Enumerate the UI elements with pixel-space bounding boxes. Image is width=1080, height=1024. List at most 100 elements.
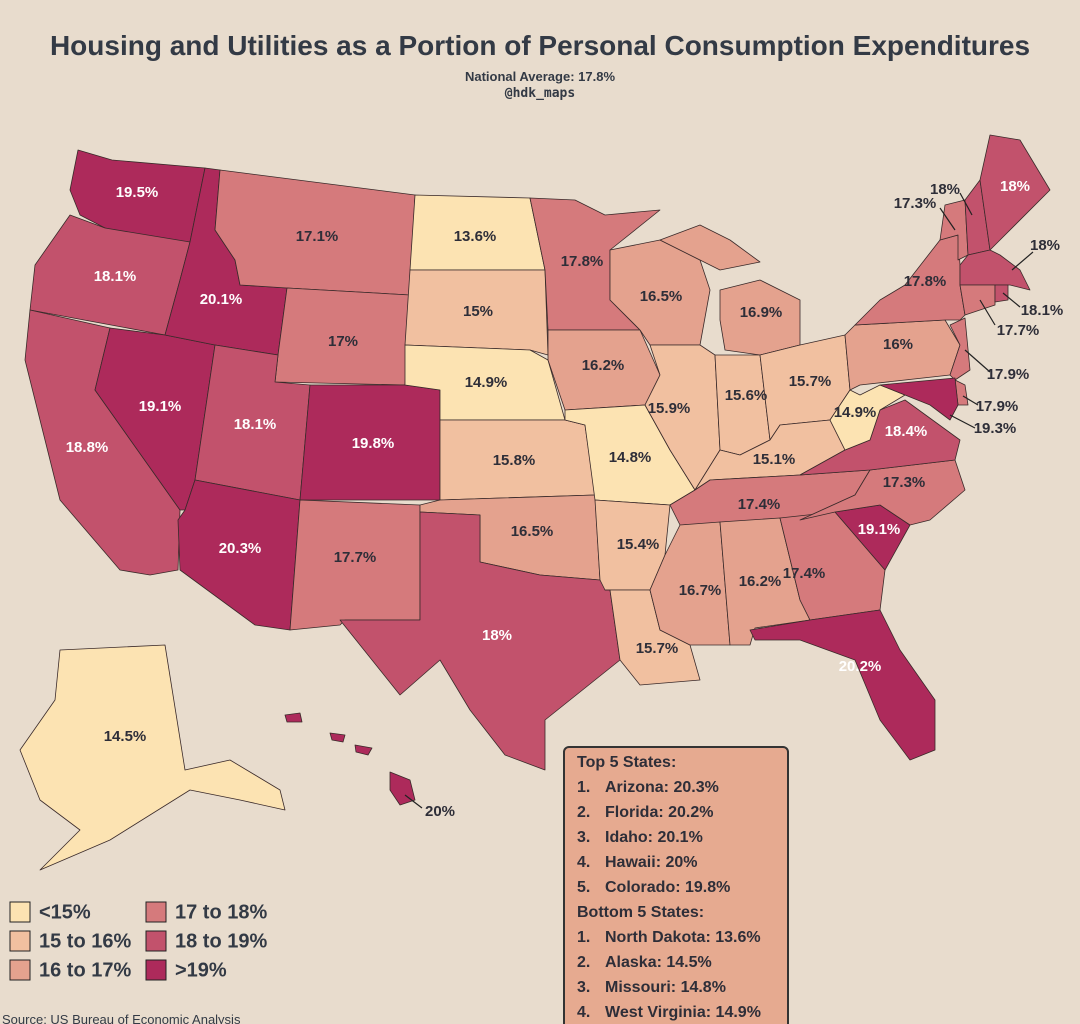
state-label: 18%: [1000, 178, 1030, 195]
state-label: 15.4%: [617, 536, 660, 553]
state: [749, 609, 936, 761]
rank-entry: West Virginia: 14.9%: [605, 1004, 761, 1021]
legend-label: 15 to 16%: [39, 930, 131, 952]
leader-line: [964, 349, 991, 373]
legend: <15% 15 to 16% 16 to 17% 17 to 18% 18 to 19%…: [9, 901, 267, 981]
legend-label: 16 to 17%: [39, 959, 131, 981]
states: [19, 134, 1051, 871]
rank-entry: Hawaii: 20%: [605, 854, 697, 871]
state-labels: 19.5% 18.1% 18.8% 19.1% 20.1% 17.1% 17% 18.1% 19…: [66, 178, 1064, 820]
state: [274, 287, 411, 386]
state-label: 17.9%: [987, 366, 1030, 383]
state-label: 16.5%: [511, 523, 554, 540]
state-label: 15.7%: [789, 373, 832, 390]
rank-number: 4.: [577, 1004, 590, 1021]
state-label: 16%: [883, 336, 913, 353]
leader-line: [404, 794, 423, 809]
rank-number: 1.: [577, 779, 590, 796]
state-label: 18%: [1030, 237, 1060, 254]
state: [879, 377, 959, 421]
rank-entry: North Dakota: 13.6%: [605, 929, 761, 946]
state-label: 18.8%: [66, 439, 109, 456]
source: Source: US Bureau of Economic Analysis: [2, 1012, 241, 1024]
state: [649, 521, 731, 646]
rankings: Top 5 States: 1. Arizona: 20.3% 2. Florida: …: [577, 754, 761, 1021]
leader-line: [959, 192, 973, 216]
state: [994, 284, 1009, 303]
state-label: 17.8%: [561, 253, 604, 270]
state-label: 19.3%: [974, 420, 1017, 437]
state-label: 14.8%: [609, 449, 652, 466]
rank-number: 4.: [577, 854, 590, 871]
rank-entry: Arizona: 20.3%: [605, 779, 719, 796]
leader-line: [1002, 292, 1021, 308]
rankings-heading: Bottom 5 States:: [577, 904, 704, 921]
legend-label: 17 to 18%: [175, 901, 267, 923]
state-label: 18.1%: [1021, 302, 1064, 319]
state-label: 14.9%: [834, 404, 877, 421]
state-label: 19.1%: [858, 521, 901, 538]
state-label: 17.3%: [894, 195, 937, 212]
rank-entry: Missouri: 14.8%: [605, 979, 726, 996]
leader-line: [939, 207, 956, 231]
rank-number: 3.: [577, 829, 590, 846]
rankings-box: [563, 746, 789, 1024]
state-label: 20%: [425, 803, 455, 820]
state-label: 17.1%: [296, 228, 339, 245]
state-label: 15.9%: [648, 400, 691, 417]
state-label: 18%: [482, 627, 512, 644]
legend-label: >19%: [175, 959, 227, 981]
state-label: 19.1%: [139, 398, 182, 415]
state-label: 17.4%: [738, 496, 781, 513]
legend-swatch: [145, 901, 167, 923]
state: [339, 511, 621, 771]
state: [404, 269, 549, 356]
state-label: 16.5%: [640, 288, 683, 305]
rankings-heading: Top 5 States:: [577, 754, 676, 771]
state-label: 15.7%: [636, 640, 679, 657]
state-label: 13.6%: [454, 228, 497, 245]
state: [959, 249, 1031, 291]
state: [959, 284, 996, 316]
state-label: 20.1%: [200, 291, 243, 308]
title: Housing and Utilities as a Portion of Pe…: [50, 30, 1030, 61]
state-label: 17.7%: [997, 322, 1040, 339]
leader-line: [949, 414, 976, 429]
state-label: 20.3%: [219, 540, 262, 557]
rank-number: 5.: [577, 879, 590, 896]
state-label: 17%: [328, 333, 358, 350]
state-label: 19.8%: [352, 435, 395, 452]
rank-number: 1.: [577, 929, 590, 946]
state-label: 15.6%: [725, 387, 768, 404]
state-label: 19.5%: [116, 184, 159, 201]
rank-entry: Florida: 20.2%: [605, 804, 713, 821]
state-label: 14.5%: [104, 728, 147, 745]
state-label: 16.9%: [740, 304, 783, 321]
state-label: 20.2%: [839, 658, 882, 675]
state-label: 17.3%: [883, 474, 926, 491]
state-label: 15%: [463, 303, 493, 320]
rank-entry: Idaho: 20.1%: [605, 829, 703, 846]
state-label: 17.9%: [976, 398, 1019, 415]
state-label: 16.2%: [582, 357, 625, 374]
rank-number: 2.: [577, 954, 590, 971]
state-label: 18.1%: [94, 268, 137, 285]
legend-swatch: [9, 901, 31, 923]
legend-label: 18 to 19%: [175, 930, 267, 952]
state-label: 18.1%: [234, 416, 277, 433]
state-label: 16.7%: [679, 582, 722, 599]
legend-swatch: [9, 930, 31, 952]
leader-line: [979, 299, 996, 326]
state: [19, 644, 286, 871]
credit: @hdk_maps: [505, 86, 575, 101]
rank-number: 2.: [577, 804, 590, 821]
state-label: 15.1%: [753, 451, 796, 468]
leader-line: [1011, 251, 1034, 271]
state-label: 18%: [930, 181, 960, 198]
state: [284, 712, 416, 806]
rank-number: 3.: [577, 979, 590, 996]
rank-entry: Alaska: 14.5%: [605, 954, 712, 971]
state-label: 14.9%: [465, 374, 508, 391]
state-label: 17.8%: [904, 273, 947, 290]
